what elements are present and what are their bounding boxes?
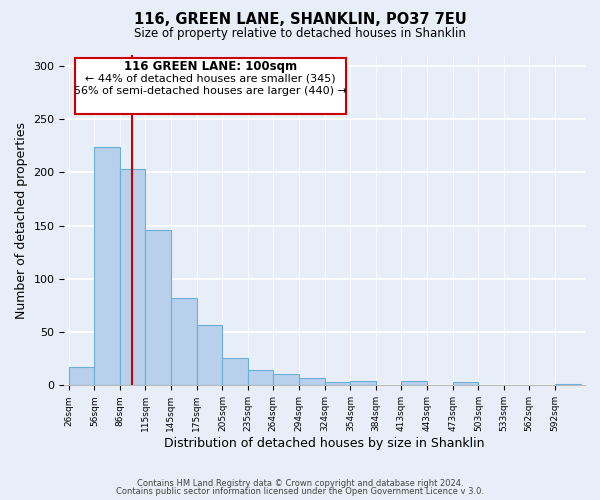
Bar bbox=[401, 381, 427, 386]
Text: ← 44% of detached houses are smaller (345): ← 44% of detached houses are smaller (34… bbox=[85, 73, 335, 83]
Text: 116, GREEN LANE, SHANKLIN, PO37 7EU: 116, GREEN LANE, SHANKLIN, PO37 7EU bbox=[134, 12, 466, 28]
Bar bbox=[555, 384, 581, 386]
Text: Contains public sector information licensed under the Open Government Licence v : Contains public sector information licen… bbox=[116, 487, 484, 496]
Bar bbox=[453, 382, 478, 386]
Bar bbox=[120, 169, 145, 386]
Bar bbox=[94, 146, 120, 386]
Y-axis label: Number of detached properties: Number of detached properties bbox=[15, 122, 28, 318]
Bar bbox=[197, 324, 223, 386]
FancyBboxPatch shape bbox=[75, 58, 346, 114]
Bar bbox=[68, 367, 94, 386]
Bar bbox=[171, 298, 197, 386]
Bar bbox=[350, 381, 376, 386]
Bar bbox=[248, 370, 273, 386]
Text: Contains HM Land Registry data © Crown copyright and database right 2024.: Contains HM Land Registry data © Crown c… bbox=[137, 478, 463, 488]
Text: 56% of semi-detached houses are larger (440) →: 56% of semi-detached houses are larger (… bbox=[74, 86, 347, 97]
Bar bbox=[325, 382, 350, 386]
X-axis label: Distribution of detached houses by size in Shanklin: Distribution of detached houses by size … bbox=[164, 437, 485, 450]
Bar bbox=[273, 374, 299, 386]
Bar bbox=[223, 358, 248, 386]
Text: 116 GREEN LANE: 100sqm: 116 GREEN LANE: 100sqm bbox=[124, 60, 297, 73]
Text: Size of property relative to detached houses in Shanklin: Size of property relative to detached ho… bbox=[134, 28, 466, 40]
Bar bbox=[299, 378, 325, 386]
Bar bbox=[145, 230, 171, 386]
